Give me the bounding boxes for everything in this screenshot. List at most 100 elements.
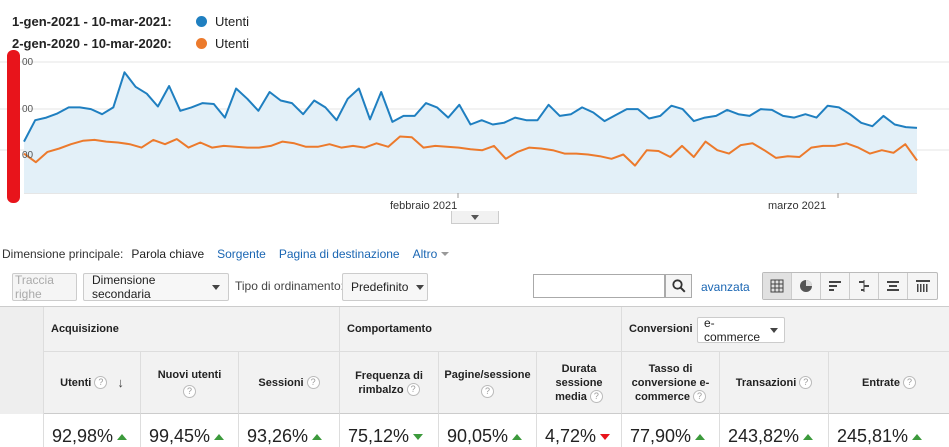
group-conversions-label: Conversioni [629,323,693,335]
chevron-down-icon [471,214,479,220]
series-line-previous[interactable] [23,135,918,167]
sort-type-select[interactable]: Predefinito [342,273,428,301]
primary-dimension-bar: Dimensione principale: Parola chiave Sor… [2,247,450,261]
y-tick-label: 00 [22,150,34,161]
pie-chart-icon [800,280,812,292]
bar-list-icon [829,281,841,291]
col-new-users-label: Nuovi utenti [157,368,222,381]
help-icon[interactable]: ? [693,390,707,404]
total-revenue: 245,81% [829,414,949,447]
help-icon[interactable]: ? [799,376,813,389]
total-pages-session-value: 90,05% [447,426,509,446]
col-duration-line-3: media? [555,390,603,404]
y-tick-label: 00 [22,104,34,115]
col-sessions-label: Sessioni [258,376,304,389]
view-term-cloud-button[interactable] [879,273,908,299]
view-table-button[interactable] [763,273,792,299]
primary-dimension-landing-page[interactable]: Pagina di destinazione [278,247,400,261]
primary-dimension-label: Dimensione principale: [2,247,124,261]
grid-icon [770,279,784,293]
help-icon[interactable]: ? [902,376,916,389]
total-transactions-value: 243,82% [728,426,800,446]
total-new-users: 99,45% [141,414,239,447]
legend-row-previous: 2-gen-2020 - 10-mar-2020: Utenti [12,32,249,54]
conversion-type-value: e-commerce [704,316,761,344]
search-icon [671,279,686,293]
view-pivot-button[interactable] [908,273,937,299]
trend-up-icon [214,434,225,440]
help-icon[interactable]: ? [406,383,420,397]
legend-date-range: 1-gen-2021 - 10-mar-2021: [12,13,172,29]
chart-legend: 1-gen-2021 - 10-mar-2021: Utenti 2-gen-2… [12,10,249,54]
legend-metric: Utenti [215,13,249,29]
red-annotation-marker [7,50,20,203]
total-conv-rate-value: 77,90% [630,426,692,446]
secondary-dimension-select[interactable]: Dimensione secondaria [83,273,229,301]
chevron-down-icon [416,284,425,290]
more-label: Altro [412,247,438,261]
col-bounce-rate[interactable]: Frequenza di rimbalzo? [340,352,439,414]
table-toolbar: Traccia righe Dimensione secondaria Tipo… [0,272,949,302]
group-acquisition-label: Acquisizione [51,323,119,335]
col-bounce-label-1: Frequenza di [355,369,423,382]
total-pages-session: 90,05% [439,414,537,447]
secondary-dimension-label: Dimensione secondaria [92,273,156,301]
primary-dimension-more[interactable]: Altro [413,247,450,261]
group-behavior-label: Comportamento [347,323,432,335]
x-tick-label: marzo 2021 [768,200,827,212]
help-icon[interactable]: ? [306,376,320,389]
help-icon[interactable]: ? [94,376,108,389]
col-conv-rate-label-2: conversione e- [631,376,710,389]
col-avg-session-duration[interactable]: Durata sessione media? [537,352,622,414]
help-icon[interactable]: ? [481,384,494,398]
total-sessions-value: 93,26% [247,426,309,446]
col-bounce-label-2: rimbalzo [358,383,404,396]
chart-collapse-toggle[interactable] [451,211,499,224]
col-pages-session[interactable]: Pagine/sessione ? [439,352,537,414]
primary-dimension-source[interactable]: Sorgente [217,247,266,261]
trend-down-bad-icon [600,434,611,440]
col-conversion-rate[interactable]: Tasso di conversione e- commerce? [622,352,720,414]
search-button[interactable] [665,274,692,298]
total-avg-duration: 4,72% [537,414,622,447]
total-transactions: 243,82% [720,414,829,447]
group-acquisition: Acquisizione [44,307,340,352]
advanced-filter-link[interactable]: avanzata [701,280,750,294]
col-revenue[interactable]: Entrate ? [829,352,949,414]
pivot-icon [887,281,899,291]
chevron-down-icon [441,252,450,256]
view-pie-button[interactable] [792,273,821,299]
legend-dot-icon [196,15,207,27]
line-chart[interactable] [0,48,949,213]
col-duration-label-3: media [555,390,587,403]
view-performance-button[interactable] [821,273,850,299]
plot-rows-button[interactable]: Traccia righe [12,273,77,301]
col-conv-rate-line-3: commerce? [634,390,707,404]
col-transactions-label: Transazioni [735,376,797,389]
col-revenue-label: Entrate [862,376,900,389]
help-icon[interactable]: ? [589,390,603,404]
trend-up-icon [512,434,523,440]
col-users[interactable]: Utenti ? ↓ [44,352,141,414]
total-duration-value: 4,72% [545,426,597,446]
col-bounce-line-2: rimbalzo? [358,383,420,397]
series-line-current[interactable] [23,71,918,143]
col-conv-rate-label-3: commerce [634,390,691,403]
total-conversion-rate: 77,90% [622,414,720,447]
conversion-type-select[interactable]: e-commerce [697,316,785,344]
total-users: 92,98% [44,414,141,447]
total-new-users-value: 99,45% [149,426,211,446]
col-sessions[interactable]: Sessioni ? [239,352,340,414]
col-duration-label-2: sessione [555,376,603,389]
col-new-users[interactable]: Nuovi utenti ? [141,352,239,414]
trend-up-icon [695,434,706,440]
col-users-label: Utenti [60,376,92,389]
group-behavior: Comportamento [340,307,622,352]
total-revenue-value: 245,81% [837,426,909,446]
chevron-down-icon [212,284,220,290]
view-comparison-button[interactable] [850,273,879,299]
col-transactions[interactable]: Transazioni ? [720,352,829,414]
primary-dimension-keyword[interactable]: Parola chiave [131,247,205,261]
help-icon[interactable]: ? [183,384,196,398]
table-search-input[interactable] [533,274,665,298]
